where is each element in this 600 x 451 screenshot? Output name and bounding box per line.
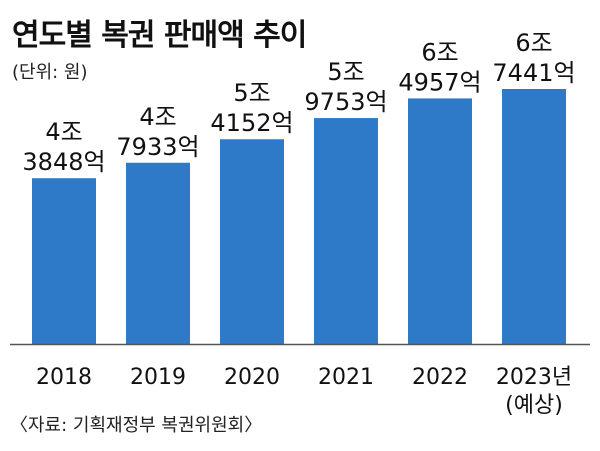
tick-label-2021: 2021: [318, 365, 374, 390]
tick-label-2019: 2019: [130, 365, 186, 390]
tick-label-2018: 2018: [36, 365, 92, 390]
data-label-2021-1: 9753억: [304, 88, 387, 116]
data-label-2020-0: 5조: [233, 79, 270, 107]
data-label-2020-1: 4152억: [210, 109, 293, 137]
data-label-2018-1: 3848억: [22, 148, 105, 176]
data-label-2019-0: 4조: [139, 103, 176, 131]
bar-2022: [408, 98, 472, 344]
tick-label-2020: 2020: [224, 365, 280, 390]
bar-2018: [32, 178, 96, 344]
tick-labels-group: 2018 2019 2020 2021 2022 2023년 (예상): [36, 365, 572, 418]
data-label-2019-1: 7933억: [116, 133, 199, 161]
tick-sublabel-2023년: (예상): [505, 393, 563, 418]
unit-note: (단위: 원): [12, 62, 88, 83]
data-labels-group: 4조3848억4조7933억5조4152억5조9753억6조4957억6조744…: [22, 29, 575, 176]
source-note: 〈자료: 기획재정부 복권위원회〉: [10, 415, 263, 436]
data-label-2023년-0: 6조: [515, 29, 552, 57]
data-label-2022-0: 6조: [421, 38, 458, 66]
data-label-2022-1: 4957억: [398, 68, 481, 96]
tick-label-2022: 2022: [412, 365, 468, 390]
bars-group: [32, 89, 566, 344]
data-label-2021-0: 5조: [327, 58, 364, 86]
bar-2019: [126, 162, 190, 344]
data-label-2018-0: 4조: [45, 118, 82, 146]
bar-2020: [220, 139, 284, 344]
bar-2021: [314, 118, 378, 344]
chart-title: 연도별 복권 판매액 추이: [12, 18, 307, 53]
tick-label-2023년: 2023년: [496, 365, 572, 390]
data-label-2023년-1: 7441억: [492, 59, 575, 87]
bar-2023년: [502, 89, 566, 344]
